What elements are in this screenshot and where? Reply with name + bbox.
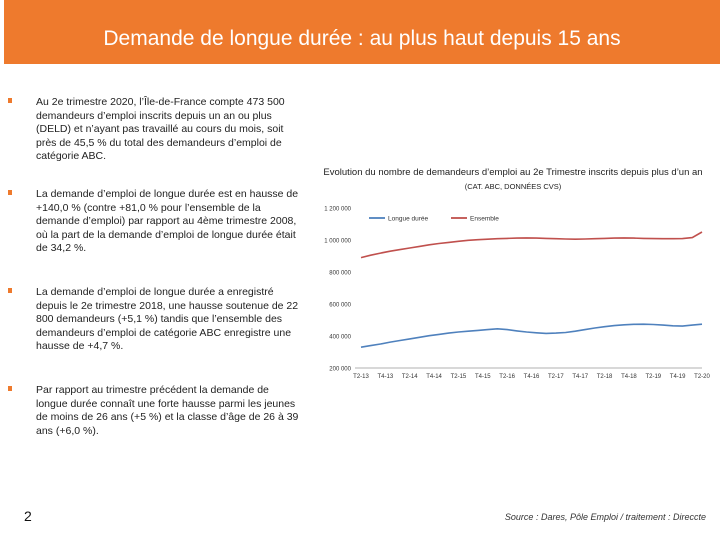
x-tick-label: T2-13 (353, 374, 369, 380)
y-tick-label: 1 000 000 (324, 239, 351, 245)
x-tick-label: T2-15 (451, 374, 467, 380)
bullet-square-icon (8, 288, 12, 293)
page-number: 2 (24, 508, 32, 524)
x-tick-label: T4-17 (572, 374, 588, 380)
bullet-text: La demande d’emploi de longue durée est … (36, 188, 299, 255)
x-tick-label: T2-16 (499, 374, 515, 380)
chart-subtitle: (CAT. ABC, DONNÉES CVS) (464, 182, 562, 191)
legend-label: Ensemble (470, 216, 499, 223)
x-tick-label: T4-13 (378, 374, 394, 380)
y-tick-label: 600 000 (329, 303, 351, 309)
series-line-longue-durée (360, 323, 703, 348)
x-tick-label: T4-14 (426, 374, 442, 380)
bullet-square-icon (8, 98, 12, 103)
bullet-text: Par rapport au trimestre précédent la de… (36, 384, 299, 437)
source-note: Source : Dares, Pôle Emploi / traitement… (504, 512, 706, 522)
y-tick-label: 800 000 (329, 271, 351, 277)
header-bar: Demande de longue durée : au plus haut d… (4, 0, 720, 64)
x-tick-label: T4-18 (621, 374, 637, 380)
x-tick-label: T2-14 (402, 374, 418, 380)
chart-title: Evolution du nombre de demandeurs d’empl… (323, 167, 703, 178)
x-tick-label: T4-15 (475, 374, 491, 380)
y-tick-label: 400 000 (329, 335, 351, 341)
bullet-square-icon (8, 190, 12, 195)
bullet-text: Au 2e trimestre 2020, l’Île-de-France co… (36, 96, 285, 163)
y-tick-label: 1 200 000 (324, 207, 351, 213)
page-title: Demande de longue durée : au plus haut d… (103, 27, 621, 50)
x-tick-label: T2-17 (548, 374, 564, 380)
bullet-square-icon (8, 386, 12, 391)
series-line-ensemble (360, 231, 703, 259)
legend-label: Longue durée (388, 216, 429, 223)
x-tick-label: T4-19 (670, 374, 686, 380)
x-tick-label: T2-18 (597, 374, 613, 380)
bullet-text: La demande d’emploi de longue durée a en… (36, 286, 299, 353)
line-chart: 200 000 400 000 600 000 800 000 1 000 000 1 2… (324, 207, 710, 381)
x-tick-label: T2-20 (694, 374, 710, 380)
y-tick-label: 200 000 (329, 367, 351, 373)
x-tick-label: T2-19 (645, 374, 661, 380)
x-tick-label: T4-16 (524, 374, 540, 380)
